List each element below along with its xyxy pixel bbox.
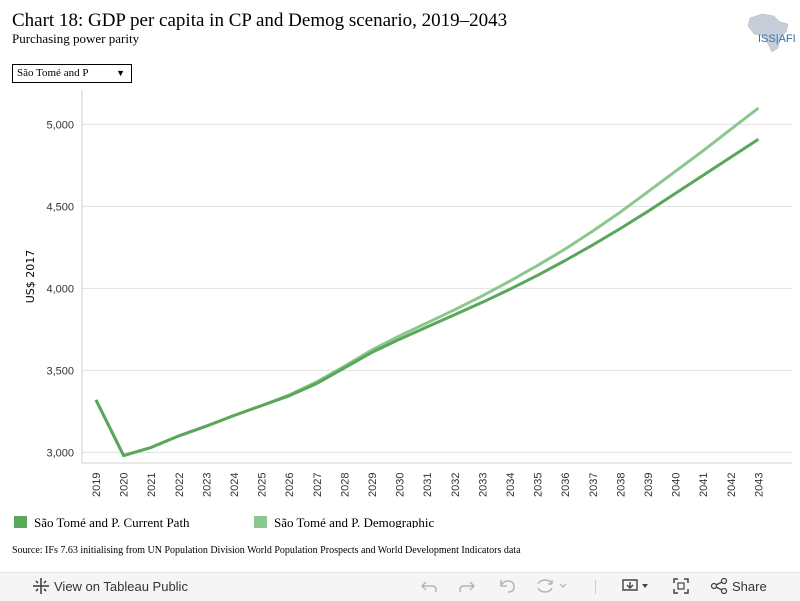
x-tick-label: 2020 [119, 473, 131, 497]
x-tick-label: 2042 [726, 473, 738, 497]
revert-button[interactable] [498, 573, 516, 601]
y-tick-label: 5,000 [46, 119, 74, 131]
undo-icon [420, 581, 437, 592]
y-tick-label: 3,000 [46, 447, 74, 459]
iss-logo-text: ISS|AFI [758, 33, 796, 45]
x-tick-label: 2039 [643, 473, 655, 497]
series-line-s-o-tom-and-p-demographic [94, 106, 760, 458]
series-line-s-o-tom-and-p-current-path [94, 137, 760, 458]
redo-icon [459, 581, 476, 592]
x-tick-label: 2037 [588, 473, 600, 497]
redo-button[interactable] [458, 573, 476, 601]
x-tick-label: 2034 [505, 473, 517, 497]
fullscreen-button[interactable] [672, 573, 690, 601]
view-on-tableau-label: View on Tableau Public [54, 579, 188, 594]
africa-map-logo-icon [747, 13, 789, 53]
x-tick-label: 2030 [395, 473, 407, 497]
x-tick-label: 2021 [146, 473, 158, 497]
y-tick-label: 3,500 [46, 365, 74, 377]
refresh-icon [537, 579, 567, 593]
x-tick-label: 2036 [560, 473, 572, 497]
share-label: Share [732, 579, 767, 594]
x-tick-label: 2022 [174, 473, 186, 497]
country-filter-value: São Tomé and P [17, 67, 89, 79]
legend-label-demographic: São Tomé and P. Demographic [274, 515, 435, 528]
x-tick-label: 2031 [422, 473, 434, 497]
x-tick-label: 2033 [477, 473, 489, 497]
x-tick-label: 2035 [533, 473, 545, 497]
undo-button[interactable] [420, 573, 438, 601]
y-tick-label: 4,500 [46, 201, 74, 213]
tableau-toolbar: View on Tableau Public Share [0, 572, 800, 601]
legend-swatch-current-path [14, 516, 27, 528]
country-filter-dropdown[interactable]: São Tomé and P ▼ [12, 64, 132, 83]
x-tick-label: 2023 [201, 473, 213, 497]
view-on-tableau-button[interactable]: View on Tableau Public [32, 573, 188, 601]
share-button[interactable]: Share [710, 573, 767, 601]
line-chart: 3,000 3,500 4,000 4,500 5,000 US$ 2017 2019 202… [24, 90, 792, 497]
chart-subtitle: Purchasing power parity [12, 31, 140, 46]
x-tick-label: 2026 [284, 473, 296, 497]
download-icon [622, 579, 648, 591]
pause-updates-button[interactable] [536, 573, 570, 601]
chevron-down-icon: ▼ [116, 68, 125, 78]
x-tick-label: 2019 [91, 473, 103, 497]
x-tick-label: 2027 [312, 473, 324, 497]
tableau-icon [33, 578, 49, 594]
x-tick-label: 2024 [229, 473, 241, 497]
toolbar-divider [595, 580, 596, 594]
legend-item-current-path[interactable]: São Tomé and P. Current Path [14, 512, 234, 528]
x-tick-label: 2028 [339, 473, 351, 497]
legend-item-demographic[interactable]: São Tomé and P. Demographic [254, 512, 474, 528]
x-tick-label: 2032 [450, 473, 462, 497]
revert-icon [500, 580, 515, 593]
legend-swatch-demographic [254, 516, 267, 528]
x-tick-label: 2043 [753, 473, 765, 497]
share-icon [710, 577, 728, 595]
legend-label-current-path: São Tomé and P. Current Path [34, 515, 190, 528]
chart-title: Chart 18: GDP per capita in CP and Demog… [12, 10, 508, 31]
y-tick-label: 4,000 [46, 283, 74, 295]
fullscreen-icon [673, 578, 689, 594]
y-axis-title: US$ 2017 [24, 250, 37, 304]
x-tick-label: 2025 [257, 473, 269, 497]
x-tick-label: 2029 [367, 473, 379, 497]
download-button[interactable] [621, 573, 651, 601]
x-tick-label: 2038 [615, 473, 627, 497]
x-tick-label: 2040 [671, 473, 683, 497]
x-tick-label: 2041 [698, 473, 710, 497]
source-note: Source: IFs 7.63 initialising from UN Po… [12, 545, 521, 556]
